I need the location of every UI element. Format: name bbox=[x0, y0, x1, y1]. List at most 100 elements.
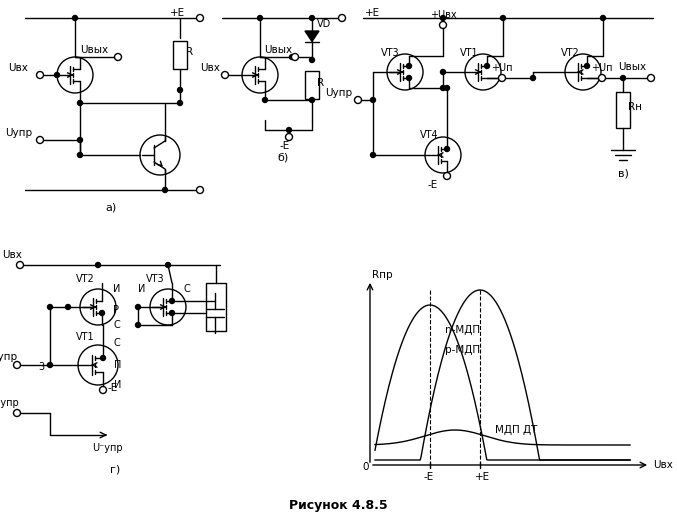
Text: Uупр: Uупр bbox=[325, 88, 352, 98]
Text: Uвых: Uвых bbox=[618, 62, 646, 72]
Text: VT3: VT3 bbox=[146, 274, 165, 284]
Circle shape bbox=[370, 152, 376, 158]
Circle shape bbox=[77, 152, 83, 158]
Circle shape bbox=[286, 133, 292, 141]
Circle shape bbox=[169, 299, 175, 303]
Circle shape bbox=[584, 63, 590, 68]
Text: 3: 3 bbox=[38, 362, 44, 372]
Circle shape bbox=[47, 363, 53, 368]
Text: Uвых: Uвых bbox=[264, 45, 292, 55]
Text: б): б) bbox=[277, 153, 288, 163]
Circle shape bbox=[165, 263, 171, 267]
Text: С: С bbox=[183, 284, 190, 294]
Circle shape bbox=[531, 76, 536, 80]
Circle shape bbox=[600, 15, 605, 21]
Circle shape bbox=[169, 311, 175, 316]
Circle shape bbox=[14, 409, 20, 417]
Text: +E: +E bbox=[475, 472, 490, 482]
Circle shape bbox=[441, 85, 445, 91]
Text: VT3: VT3 bbox=[381, 48, 399, 58]
Circle shape bbox=[292, 54, 299, 60]
Text: n-МДП: n-МДП bbox=[445, 325, 480, 335]
Circle shape bbox=[263, 97, 267, 102]
Circle shape bbox=[445, 85, 450, 91]
Text: р-МДП: р-МДП bbox=[445, 345, 480, 355]
Text: VT2: VT2 bbox=[561, 48, 580, 58]
Bar bbox=[305, 71, 319, 99]
Text: R: R bbox=[317, 78, 324, 88]
Circle shape bbox=[443, 173, 450, 180]
Circle shape bbox=[77, 138, 83, 143]
Circle shape bbox=[621, 76, 626, 80]
Text: -E: -E bbox=[280, 141, 290, 151]
Text: С: С bbox=[114, 338, 121, 348]
Circle shape bbox=[441, 15, 445, 21]
Text: Рисунок 4.8.5: Рисунок 4.8.5 bbox=[288, 499, 387, 511]
Circle shape bbox=[135, 322, 141, 328]
Circle shape bbox=[72, 15, 77, 21]
Circle shape bbox=[406, 63, 412, 68]
Text: И: И bbox=[113, 284, 121, 294]
Circle shape bbox=[257, 15, 263, 21]
Circle shape bbox=[196, 186, 204, 194]
Text: Rпр: Rпр bbox=[372, 270, 393, 280]
Text: Uупр: Uупр bbox=[0, 352, 17, 362]
Circle shape bbox=[309, 15, 315, 21]
Circle shape bbox=[445, 146, 450, 151]
Circle shape bbox=[485, 63, 489, 68]
Circle shape bbox=[439, 22, 447, 28]
Circle shape bbox=[221, 72, 229, 78]
Text: Uвх: Uвх bbox=[8, 63, 28, 73]
Text: -E: -E bbox=[423, 472, 433, 482]
Text: R: R bbox=[186, 47, 193, 57]
Circle shape bbox=[441, 70, 445, 75]
Circle shape bbox=[309, 58, 315, 62]
Text: VD: VD bbox=[317, 19, 331, 29]
Text: -E: -E bbox=[108, 383, 118, 393]
Bar bbox=[206, 283, 226, 331]
Text: Р: Р bbox=[113, 305, 119, 315]
Circle shape bbox=[47, 304, 53, 310]
Text: Uвх: Uвх bbox=[200, 63, 220, 73]
Circle shape bbox=[355, 96, 362, 104]
Text: И: И bbox=[114, 380, 121, 390]
Circle shape bbox=[338, 14, 345, 22]
Text: +Uп: +Uп bbox=[591, 63, 613, 73]
Text: И: И bbox=[138, 284, 146, 294]
Text: Uвх: Uвх bbox=[653, 460, 673, 470]
Circle shape bbox=[370, 97, 376, 102]
Text: VT1: VT1 bbox=[76, 332, 95, 342]
Circle shape bbox=[598, 75, 605, 81]
Circle shape bbox=[66, 304, 70, 310]
Text: 0: 0 bbox=[362, 462, 368, 472]
Text: VT1: VT1 bbox=[460, 48, 479, 58]
Text: С: С bbox=[113, 320, 120, 330]
Circle shape bbox=[114, 54, 121, 60]
Circle shape bbox=[77, 100, 83, 106]
Circle shape bbox=[647, 75, 655, 81]
Text: в): в) bbox=[618, 168, 629, 178]
Circle shape bbox=[16, 262, 24, 268]
Text: +Uп: +Uп bbox=[491, 63, 512, 73]
Circle shape bbox=[162, 187, 167, 193]
Text: +E: +E bbox=[170, 8, 185, 18]
Circle shape bbox=[406, 76, 412, 80]
Text: а): а) bbox=[105, 203, 116, 213]
Circle shape bbox=[37, 136, 43, 144]
Circle shape bbox=[498, 75, 506, 81]
Circle shape bbox=[14, 362, 20, 369]
Circle shape bbox=[37, 72, 43, 78]
Polygon shape bbox=[305, 31, 319, 42]
Circle shape bbox=[55, 73, 60, 77]
Circle shape bbox=[95, 263, 100, 267]
Circle shape bbox=[135, 304, 141, 310]
Text: П: П bbox=[114, 360, 121, 370]
Text: Rн: Rн bbox=[628, 102, 642, 112]
Text: Uвых: Uвых bbox=[80, 45, 108, 55]
Circle shape bbox=[196, 14, 204, 22]
Circle shape bbox=[309, 97, 315, 102]
Bar bbox=[616, 92, 630, 128]
Circle shape bbox=[177, 100, 183, 106]
Circle shape bbox=[100, 386, 106, 393]
Text: +Uвх: +Uвх bbox=[430, 10, 456, 20]
